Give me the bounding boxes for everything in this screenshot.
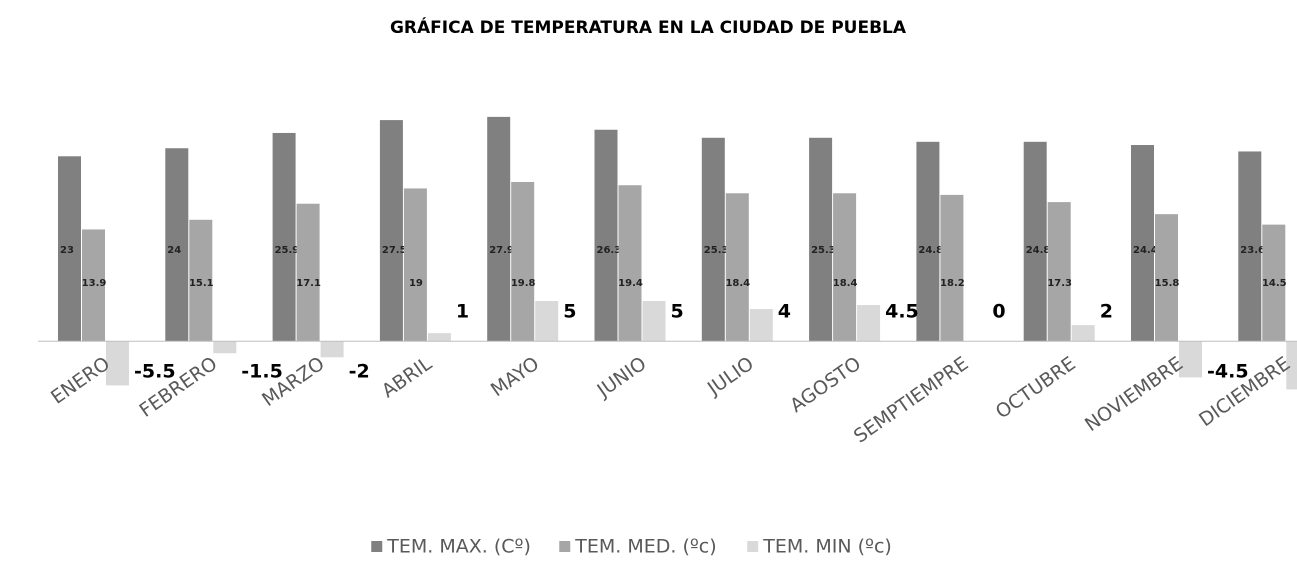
bar — [1023, 141, 1047, 342]
data-label: 19.8 — [511, 278, 536, 289]
data-label: 18.2 — [940, 278, 965, 289]
data-label: 1 — [456, 301, 469, 323]
bar — [535, 301, 559, 342]
data-label: 24.8 — [918, 245, 943, 256]
data-label: 24 — [167, 245, 181, 256]
legend-label: TEM. MED. (ºc) — [574, 536, 716, 558]
bar — [642, 301, 666, 342]
bar — [1155, 214, 1178, 342]
data-label: 5 — [563, 301, 576, 323]
data-label: 17.3 — [1047, 278, 1072, 289]
x-tick-label: AGOSTO — [786, 353, 865, 417]
data-label: 25.3 — [704, 245, 729, 256]
data-label: 24.4 — [1133, 245, 1158, 256]
bar — [165, 148, 189, 342]
legend-swatch — [559, 541, 571, 552]
data-label: 4.5 — [885, 301, 919, 323]
data-label: 15.8 — [1155, 278, 1180, 289]
x-tick-label: JULIO — [703, 353, 758, 401]
bar — [594, 129, 618, 342]
legend-swatch — [371, 541, 383, 552]
bar — [213, 341, 237, 354]
bar — [749, 309, 773, 342]
bar — [320, 341, 344, 358]
data-label: 25.9 — [275, 245, 300, 256]
data-label: 27.5 — [382, 245, 407, 256]
legend-swatch — [747, 541, 759, 552]
bar — [1047, 202, 1071, 342]
data-label: 24.8 — [1026, 245, 1051, 256]
bar — [857, 305, 881, 342]
data-label: 18.4 — [725, 278, 750, 289]
bar — [1286, 341, 1297, 390]
data-label: 18.4 — [833, 278, 858, 289]
bar — [1071, 325, 1095, 342]
x-tick-label: MAYO — [487, 353, 543, 402]
data-label: 19.4 — [618, 278, 643, 289]
x-tick-label: ENERO — [47, 353, 114, 409]
bar — [916, 141, 940, 342]
bar — [106, 341, 129, 386]
bar — [58, 156, 81, 342]
x-tick-label: ABRIL — [378, 352, 436, 402]
bar — [487, 116, 511, 342]
data-label: 0 — [992, 301, 1005, 323]
bar — [272, 132, 296, 342]
bar — [427, 333, 451, 342]
x-tick-label: OCTUBRE — [992, 353, 1080, 424]
data-label: 4 — [778, 301, 791, 323]
chart-title: GRÁFICA DE TEMPERATURA EN LA CIUDAD DE P… — [390, 16, 907, 38]
bar — [189, 219, 213, 342]
data-label: 23 — [60, 245, 74, 256]
data-label: 26.3 — [597, 245, 622, 256]
data-label: 23.6 — [1240, 245, 1265, 256]
data-label: 19 — [409, 278, 423, 289]
bar — [379, 120, 403, 342]
bar — [1238, 151, 1262, 342]
bar — [940, 194, 964, 342]
bar — [82, 229, 105, 342]
data-label: -5.5 — [134, 361, 176, 383]
legend-label: TEM. MAX. (Cº) — [386, 536, 531, 558]
bar — [701, 137, 725, 342]
bar — [511, 182, 535, 342]
bar — [1131, 145, 1154, 342]
data-label: 14.5 — [1262, 278, 1287, 289]
data-label: 25.3 — [811, 245, 836, 256]
legend-label: TEM. MIN (ºc) — [762, 536, 892, 558]
bar — [618, 185, 642, 342]
bar — [296, 203, 320, 342]
bar — [403, 188, 427, 342]
bar — [725, 193, 749, 342]
data-label: 5 — [671, 301, 684, 323]
bar — [809, 137, 833, 342]
data-label: -1.5 — [241, 361, 283, 383]
data-label: 15.1 — [189, 278, 214, 289]
x-tick-label: JUNIO — [593, 353, 651, 403]
data-label: 13.9 — [82, 278, 107, 289]
data-label: -2 — [349, 361, 370, 383]
data-label: 2 — [1100, 301, 1113, 323]
x-tick-label: NOVIEMBRE — [1081, 353, 1187, 436]
data-label: 27.9 — [489, 245, 514, 256]
data-label: -4.5 — [1207, 361, 1249, 383]
bar — [833, 193, 857, 342]
bar — [1262, 224, 1286, 342]
data-label: 17.1 — [296, 278, 321, 289]
bar — [1179, 341, 1202, 378]
x-tick-label: SEMPTIEMPRE — [850, 353, 973, 448]
